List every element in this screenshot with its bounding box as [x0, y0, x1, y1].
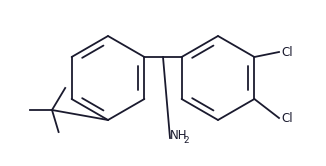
Text: NH: NH	[170, 129, 187, 142]
Text: Cl: Cl	[281, 112, 293, 124]
Text: 2: 2	[183, 136, 189, 145]
Text: Cl: Cl	[281, 45, 293, 58]
